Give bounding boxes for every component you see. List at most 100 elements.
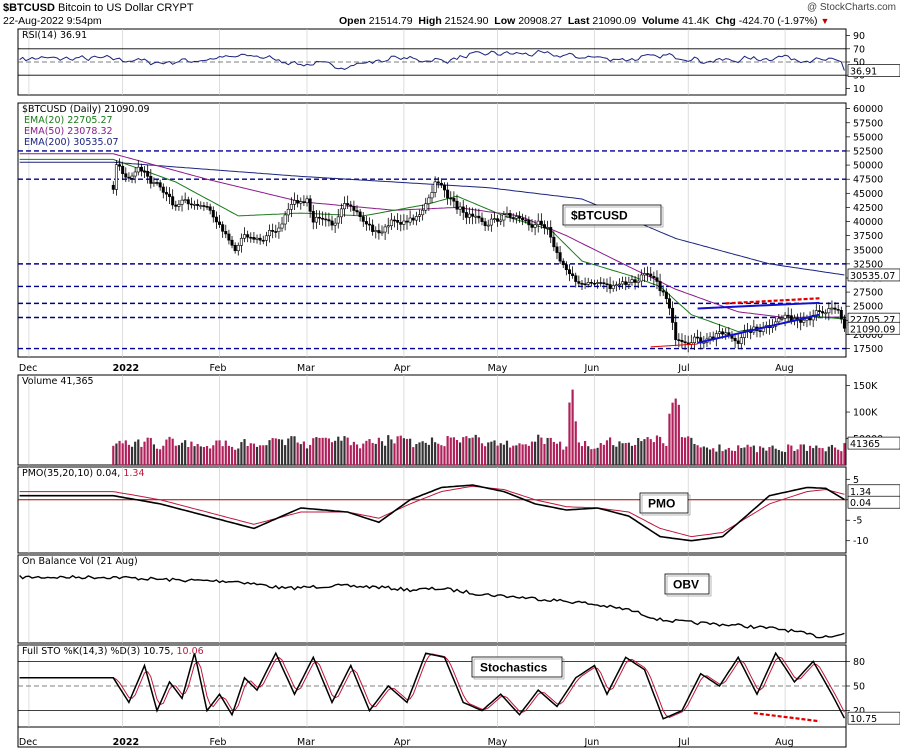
candle-body — [439, 182, 443, 186]
volume-bar — [530, 441, 534, 465]
y-tick-label: 35000 — [853, 245, 883, 256]
volume-bar — [215, 440, 218, 465]
candle-body — [130, 175, 134, 179]
candle-body — [777, 318, 781, 323]
volume-bar — [674, 398, 677, 465]
volume-bar — [121, 443, 124, 465]
volume-bar — [180, 442, 184, 465]
candle-body — [824, 312, 828, 315]
rsi-legend: RSI(14) 36.91 — [22, 30, 87, 41]
candle-body — [133, 171, 137, 177]
volume-bar — [746, 444, 749, 465]
volume-bar — [643, 439, 646, 465]
candle-body — [249, 236, 253, 239]
last-value: 21090.09 — [592, 15, 637, 27]
candle-body — [327, 219, 331, 222]
volume-bar — [543, 443, 546, 465]
volume-bar — [396, 436, 399, 465]
volume-bar — [702, 446, 705, 465]
candle-body — [452, 198, 456, 202]
candle-body — [567, 269, 571, 275]
volume-bar — [518, 443, 521, 465]
candle-body — [239, 237, 243, 246]
volume-bar — [843, 443, 846, 465]
candle-body — [436, 181, 440, 184]
candle-body — [733, 338, 737, 342]
candle-body — [696, 336, 700, 339]
ema50-legend-text: EMA(50) 23078.32 — [24, 126, 113, 137]
candle-body — [552, 236, 556, 248]
volume-bar — [155, 448, 159, 465]
last-value-label: 36.91 — [850, 67, 877, 78]
candle-body — [680, 340, 684, 343]
candle-body — [402, 220, 406, 225]
volume-bar — [174, 445, 177, 465]
wedge-lower-line — [697, 313, 820, 344]
volume-bar — [737, 445, 740, 465]
last-value-label: 30535.07 — [850, 271, 895, 282]
volume-bar — [505, 440, 509, 465]
candle-body — [692, 336, 696, 343]
candle-body — [411, 217, 415, 221]
month-label: May — [488, 363, 508, 374]
price-annotation-shadow — [564, 206, 664, 228]
candle-body — [802, 319, 806, 323]
volume-bar — [827, 446, 830, 465]
volume-bar — [359, 448, 362, 465]
candle-body — [442, 184, 446, 191]
volume-bar — [137, 439, 140, 465]
volume-bar — [337, 436, 340, 465]
candle-body — [405, 220, 409, 223]
volume-bar — [146, 437, 149, 465]
candle-body — [346, 203, 350, 206]
candle-body — [486, 224, 490, 227]
candle-body — [639, 274, 643, 282]
rsi-line — [19, 49, 845, 71]
candle-body — [246, 234, 250, 238]
candle-body — [293, 200, 297, 205]
volume-bar — [608, 437, 612, 465]
volume-bar — [287, 438, 290, 465]
candle-body — [127, 176, 131, 179]
y-tick-label: 55000 — [853, 132, 883, 143]
candle-body — [496, 218, 500, 222]
candle-body — [683, 341, 687, 344]
candle-body — [193, 204, 197, 206]
volume-bar — [249, 443, 252, 465]
y-tick-label: 20000 — [853, 330, 883, 341]
volume-bar — [190, 441, 193, 465]
volume-bar — [758, 446, 762, 465]
month-label: 2022 — [113, 363, 139, 374]
volume-bar — [699, 447, 702, 465]
volume-bar — [280, 439, 284, 465]
volume-bar — [112, 445, 115, 465]
candle-body — [821, 311, 825, 314]
candle-body — [189, 203, 193, 206]
volume-bar — [524, 444, 527, 465]
candle-body — [574, 275, 578, 282]
candle-body — [530, 224, 534, 228]
candle-body — [724, 332, 728, 335]
volume-bar — [418, 442, 421, 465]
volume-bar — [421, 441, 424, 465]
month-label: Jul — [677, 737, 689, 748]
candle-body — [277, 227, 281, 232]
candle-body — [577, 281, 581, 284]
volume-bar — [493, 440, 496, 465]
volume-bar — [343, 436, 346, 465]
volume-bar — [140, 446, 143, 465]
volume-bar — [637, 437, 640, 465]
volume-bars — [112, 389, 846, 465]
candles — [111, 158, 846, 353]
month-label: 2022 — [113, 737, 139, 748]
volume-bar — [830, 444, 834, 465]
candle-body — [499, 219, 503, 222]
volume-bar — [824, 451, 827, 465]
candle-body — [561, 260, 565, 265]
candle-body — [642, 273, 646, 276]
candle-body — [221, 224, 225, 232]
volume-bar — [624, 443, 627, 465]
panel-frame-obv — [17, 554, 847, 644]
candle-body — [674, 322, 678, 340]
candle-body — [236, 245, 240, 252]
